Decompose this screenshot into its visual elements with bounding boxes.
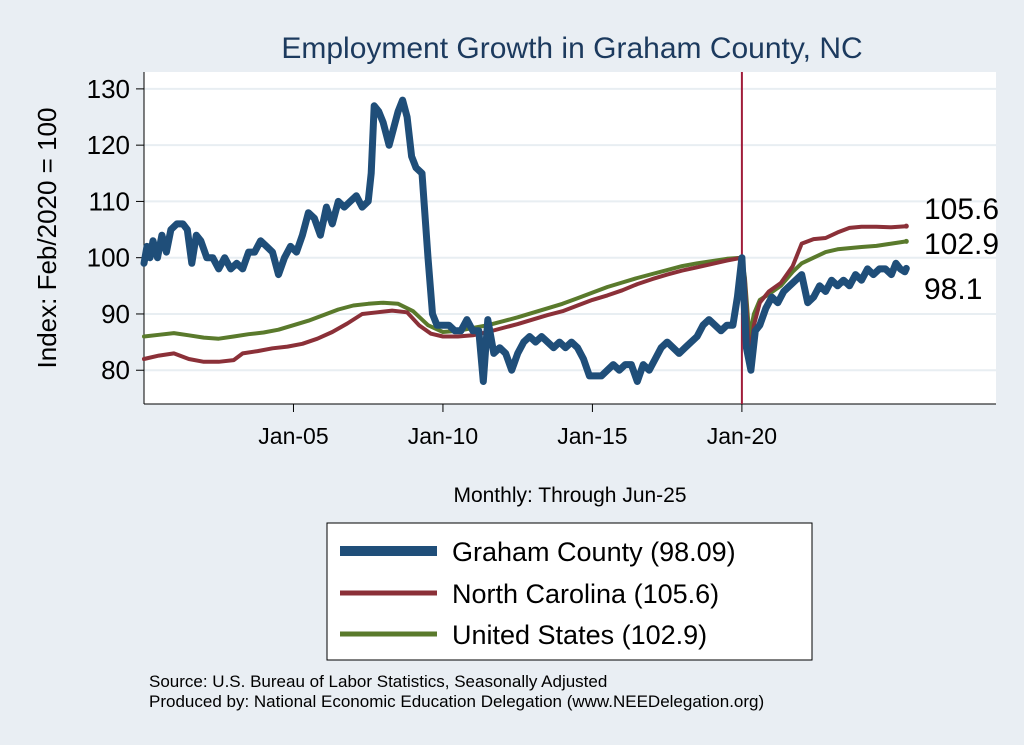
series-line-graham-county <box>140 96 910 385</box>
end-label-0: 98.1 <box>924 273 982 306</box>
chart-title: Employment Growth in Graham County, NC <box>281 32 862 65</box>
x-tick-label-Jan-15: Jan-15 <box>557 423 627 449</box>
axes: 80 90 100 110 120 130 Jan-05 Jan-10 Jan-15 Jan-20 <box>87 72 996 449</box>
plot-area <box>144 72 996 404</box>
end-marker-1 <box>903 223 909 229</box>
x-tick-label-Jan-05: Jan-05 <box>258 423 328 449</box>
x-axis-label: Monthly: Through Jun-25 <box>453 484 686 507</box>
y-tick-label-100: 100 <box>87 243 130 273</box>
source-note: Source: U.S. Bureau of Labor Statistics,… <box>149 672 608 691</box>
y-tick-label-110: 110 <box>89 186 130 216</box>
end-marker-0 <box>903 265 909 271</box>
legend-label-0: Graham County (98.09) <box>452 537 736 567</box>
end-label-1: 105.6 <box>924 193 999 226</box>
x-tick-label-Jan-10: Jan-10 <box>408 423 478 449</box>
series-line-north-carolina <box>142 224 909 364</box>
series-layer <box>140 96 910 385</box>
x-tick-label-Jan-20: Jan-20 <box>707 423 777 449</box>
series-line-united-states <box>142 239 909 341</box>
y-tick-label-120: 120 <box>87 130 130 160</box>
footer: Source: U.S. Bureau of Labor Statistics,… <box>149 672 764 712</box>
legend-label-1: North Carolina (105.6) <box>452 579 719 609</box>
y-axis-label: Index: Feb/2020 = 100 <box>32 108 62 369</box>
end-marker-2 <box>903 238 909 244</box>
y-tick-label-80: 80 <box>101 355 130 385</box>
end-label-2: 102.9 <box>924 228 999 261</box>
y-tick-label-90: 90 <box>101 299 130 329</box>
legend: Graham County (98.09) North Carolina (105… <box>326 522 813 661</box>
y-tick-label-130: 130 <box>87 74 130 104</box>
producer-note: Produced by: National Economic Education… <box>149 692 765 711</box>
legend-label-2: United States (102.9) <box>452 620 707 650</box>
